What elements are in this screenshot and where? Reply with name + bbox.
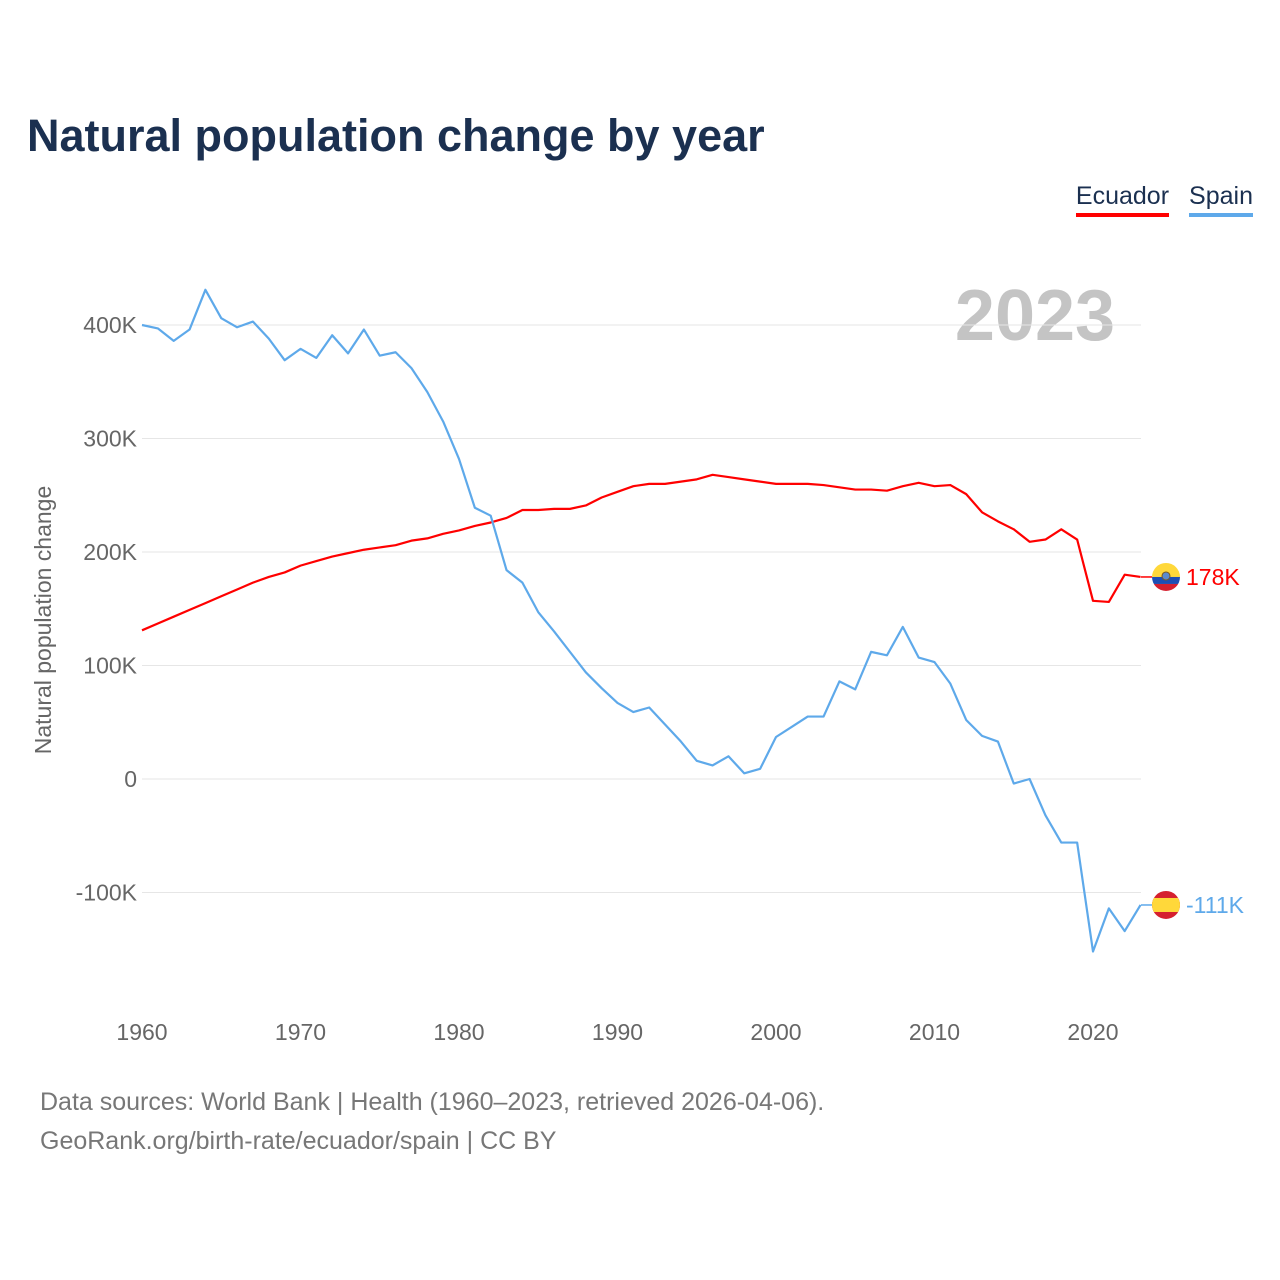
legend-item-spain[interactable]: Spain: [1189, 182, 1253, 217]
x-tick-label: 1960: [116, 1019, 167, 1045]
legend: Ecuador Spain: [1075, 182, 1253, 217]
end-value-label-ecuador: 178K: [1186, 564, 1240, 590]
y-tick-label: 400K: [83, 312, 137, 338]
y-tick-label: 0: [124, 766, 137, 792]
y-tick-label: -100K: [76, 880, 138, 906]
chart-title: Natural population change by year: [27, 110, 765, 161]
x-tick-label: 1980: [433, 1019, 484, 1045]
y-tick-label: 300K: [83, 426, 137, 452]
year-label: 2023: [955, 276, 1115, 356]
x-tick-label: 1970: [275, 1019, 326, 1045]
y-axis-label: Natural population change: [30, 486, 56, 755]
ecuador-flag-icon: [1152, 562, 1180, 591]
y-tick-label: 200K: [83, 539, 137, 565]
series-line-spain: [141, 288, 1142, 953]
series-line-ecuador: [141, 473, 1141, 632]
x-tick-label: 2000: [750, 1019, 801, 1045]
x-tick-label: 1990: [592, 1019, 643, 1045]
end-value-label-spain: -111K: [1186, 892, 1245, 918]
footer-sources: Data sources: World Bank | Health (1960–…: [40, 1088, 825, 1116]
y-tick-label: 100K: [83, 653, 137, 679]
x-tick-label: 2010: [909, 1019, 960, 1045]
spain-flag-icon: [1152, 890, 1180, 919]
footer-credit: GeoRank.org/birth-rate/ecuador/spain | C…: [40, 1127, 557, 1155]
legend-item-ecuador[interactable]: Ecuador: [1075, 182, 1170, 217]
x-tick-label: 2020: [1067, 1019, 1118, 1045]
